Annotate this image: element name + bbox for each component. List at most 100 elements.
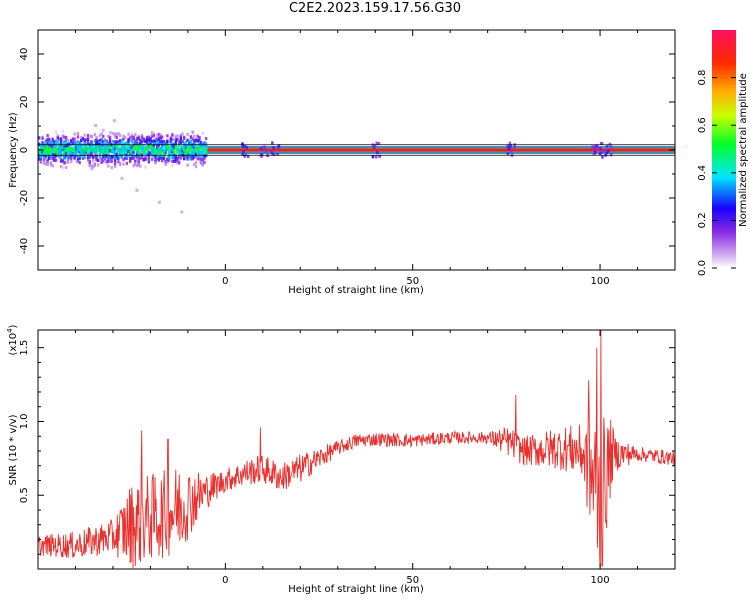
snr-xtick-label: 0 <box>222 575 228 586</box>
spectral-cell <box>195 165 197 168</box>
spectral-cell <box>203 161 205 164</box>
spectral-cell <box>41 137 43 140</box>
spectral-burst-cell <box>507 152 510 155</box>
snr-y-axis-label: SNR (10 * v/v) <box>8 414 19 485</box>
snr-exponent-label: (x104) <box>6 324 19 355</box>
spectral-cell <box>183 137 185 140</box>
spectral-outlier <box>109 131 112 134</box>
spectral-cell <box>175 141 177 144</box>
spectral-cell <box>77 132 79 135</box>
spectral-cell <box>102 135 104 138</box>
spectral-cell <box>87 134 89 137</box>
colorbar-label: Normalized spectral amplitude <box>738 73 749 227</box>
spectral-cell <box>153 134 155 137</box>
spectral-cell <box>109 138 111 141</box>
spectral-cell <box>111 160 113 163</box>
spectrogram-y-axis-label: Frequency (Hz) <box>8 112 19 188</box>
spectral-cell <box>202 132 204 135</box>
spectral-cell <box>77 135 79 138</box>
spectral-cell <box>46 134 48 137</box>
spectral-cell <box>97 163 99 166</box>
spectral-burst-cell <box>607 149 610 152</box>
spectral-cell <box>67 139 69 142</box>
spectral-burst-cell <box>271 141 274 144</box>
spectral-cell <box>148 160 150 163</box>
spectral-cell <box>67 161 69 164</box>
spectral-outlier <box>158 201 161 204</box>
spectral-cell <box>205 149 207 154</box>
svg-text:(x104): (x104) <box>6 324 19 355</box>
spectral-cell <box>205 137 207 140</box>
spectral-cell <box>73 132 75 135</box>
spectral-cell <box>65 166 67 169</box>
spectral-burst-cell <box>263 145 266 148</box>
spectral-cell <box>124 136 126 139</box>
spectral-cell <box>78 161 80 164</box>
spectral-cell <box>191 131 193 134</box>
spectrogram-ytick-label: -20 <box>19 190 30 206</box>
spectral-burst-cell <box>278 147 281 150</box>
spectral-cell <box>185 141 187 144</box>
colorbar-tick-label: 0.4 <box>697 165 708 181</box>
spectral-cell <box>92 159 94 162</box>
spectrogram-panel: 0 50 100 -40 -20 0 20 40 Height of strai… <box>8 30 675 296</box>
snr-exponent-close: ) <box>8 324 19 328</box>
spectral-cell <box>62 166 64 169</box>
spectral-cell <box>171 138 173 141</box>
spectral-cell <box>94 164 96 167</box>
spectral-cell <box>107 164 109 167</box>
spectral-burst-cell <box>601 156 604 159</box>
spectral-cell <box>171 134 173 137</box>
spectral-cell <box>137 160 139 163</box>
spectral-cell <box>144 156 146 159</box>
spectral-outlier <box>113 119 116 122</box>
spectral-cell <box>62 130 64 133</box>
spectrogram-ytick-label: 0 <box>19 147 30 153</box>
snr-ytick-label: 0.5 <box>19 487 30 503</box>
spectral-cell <box>50 161 52 164</box>
spectral-cell <box>127 133 129 136</box>
spectral-cell <box>132 137 134 140</box>
spectral-cell <box>166 134 168 137</box>
spectral-cell <box>70 160 72 163</box>
spectral-burst-cell <box>604 149 607 152</box>
spectral-burst-cell <box>272 146 275 149</box>
spectral-cell <box>84 156 86 159</box>
spectral-cell <box>119 163 121 166</box>
spectral-cell <box>195 144 197 147</box>
spectral-cell <box>90 140 92 143</box>
spectral-cell <box>148 157 150 160</box>
spectrogram-xtick-label: 100 <box>591 276 610 287</box>
snr-ytick-label: 1.5 <box>19 340 30 356</box>
spectral-burst-cell <box>610 146 613 149</box>
snr-ytick-label: 1.0 <box>19 414 30 430</box>
spectral-burst-cell <box>375 156 378 159</box>
spectral-burst-cell <box>270 150 273 153</box>
spectral-cell <box>193 135 195 138</box>
spectral-cell <box>186 163 188 166</box>
colorbar-tick-label: 0.6 <box>697 117 708 133</box>
spectral-cell <box>127 139 129 142</box>
spectral-cell <box>176 134 178 137</box>
spectral-cell <box>126 162 128 165</box>
spectral-burst-cell <box>508 147 511 150</box>
spectral-outlier <box>120 177 123 180</box>
spectral-outlier <box>102 129 105 132</box>
colorbar-gradient <box>712 30 736 268</box>
spectral-cell <box>137 135 139 138</box>
spectrogram-ytick-label: 40 <box>19 48 30 61</box>
spectral-burst-cell <box>241 143 244 146</box>
spectral-burst-cell <box>609 143 612 146</box>
spectral-cell <box>95 154 97 157</box>
spectral-burst-cell <box>375 142 378 145</box>
snr-xtick-label: 100 <box>591 575 610 586</box>
spectral-outlier <box>94 124 97 127</box>
spectral-burst-cell <box>510 149 513 152</box>
spectral-cell <box>161 135 163 138</box>
snr-panel: 0 50 100 0.5 1.0 1.5 Height of straight … <box>6 324 675 595</box>
spectral-outlier <box>180 210 183 213</box>
spectral-cell <box>151 158 153 161</box>
spectral-cell <box>178 161 180 164</box>
colorbar: 0.0 0.2 0.4 0.6 0.8 Normalized spectral … <box>697 30 749 276</box>
